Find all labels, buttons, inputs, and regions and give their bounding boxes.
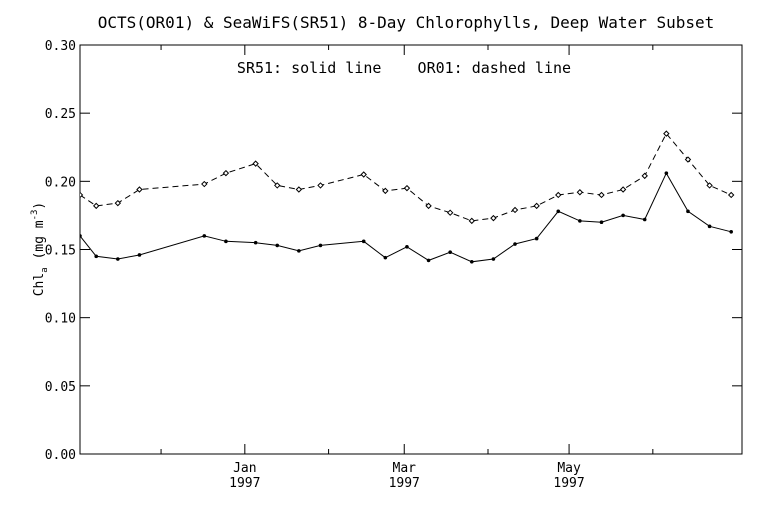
data-point-sr51: [513, 242, 517, 246]
data-point-or01: [576, 189, 584, 196]
data-point-sr51: [383, 255, 388, 260]
data-point-or01: [706, 182, 713, 189]
data-point-or01: [114, 199, 122, 207]
data-point-or01: [468, 217, 476, 225]
data-point-sr51: [116, 257, 120, 261]
data-point-sr51: [664, 171, 669, 175]
x-tick-label-year: 1997: [389, 476, 420, 491]
data-point-sr51: [224, 239, 228, 244]
data-point-or01: [425, 202, 432, 210]
y-tick-label: 0.20: [45, 175, 76, 190]
data-point-sr51: [426, 258, 431, 263]
data-point-sr51: [448, 250, 452, 255]
data-point-sr51: [297, 249, 301, 253]
data-point-sr51: [491, 257, 496, 261]
x-tick-label-year: 1997: [229, 476, 260, 491]
y-tick-label: 0.25: [45, 107, 76, 122]
data-point-sr51: [253, 240, 258, 245]
y-axis-label: Chla (mg m-3): [30, 202, 50, 297]
data-point-or01: [598, 191, 605, 199]
series-sr51: [80, 171, 733, 264]
series-or01: [80, 130, 735, 225]
x-tick-label-month: Mar: [393, 461, 417, 476]
y-axis-label-subscript: a: [40, 267, 50, 272]
data-point-sr51: [729, 229, 733, 234]
data-point-sr51: [318, 243, 323, 248]
data-point-or01: [619, 186, 627, 193]
y-tick-label: 0.00: [45, 448, 76, 463]
data-point-or01: [641, 172, 648, 180]
series-line-or01: [80, 132, 732, 222]
y-tick-label: 0.10: [45, 312, 76, 327]
data-point-or01: [382, 187, 389, 195]
data-point-or01: [295, 186, 303, 193]
chart-title: OCTS(OR01) & SeaWiFS(SR51) 8-Day Chlorop…: [98, 13, 715, 32]
y-axis-label-units-exponent: -3: [30, 210, 40, 221]
data-point-or01: [663, 130, 670, 137]
y-axis-label-units: (mg m: [32, 220, 47, 267]
data-point-sr51: [686, 209, 690, 214]
data-point-sr51: [405, 244, 409, 249]
x-tick-label-month: Jan: [233, 461, 256, 476]
data-point-or01: [93, 202, 100, 210]
data-point-or01: [80, 191, 84, 199]
data-point-sr51: [275, 243, 280, 248]
y-axis-label-units-close: ): [32, 202, 47, 210]
data-point-sr51: [556, 209, 561, 214]
data-point-sr51: [94, 254, 99, 259]
data-point-or01: [684, 156, 692, 163]
data-point-or01: [511, 206, 519, 214]
data-point-sr51: [469, 259, 474, 264]
data-point-or01: [727, 191, 735, 199]
x-tick-label-year: 1997: [553, 476, 584, 491]
data-point-sr51: [202, 234, 207, 238]
data-point-or01: [555, 191, 562, 199]
y-tick-label: 0.05: [45, 380, 76, 395]
data-point-or01: [317, 182, 324, 189]
data-point-or01: [360, 171, 367, 178]
data-point-or01: [403, 184, 411, 192]
data-point-or01: [274, 182, 281, 189]
series-annotation: SR51: solid line OR01: dashed line: [237, 59, 571, 77]
series-line-sr51: [80, 172, 732, 263]
y-tick-label: 0.30: [45, 39, 76, 54]
x-tick-label-month: May: [557, 461, 581, 476]
data-point-or01: [252, 160, 259, 167]
data-point-sr51: [137, 253, 142, 257]
data-point-or01: [136, 186, 143, 193]
data-point-sr51: [534, 236, 539, 241]
data-point-sr51: [361, 239, 366, 244]
y-tick-label: 0.15: [45, 244, 76, 259]
data-point-or01: [490, 214, 497, 222]
data-point-or01: [222, 169, 230, 177]
data-point-sr51: [642, 217, 647, 222]
series-layer: [80, 130, 735, 264]
data-point-sr51: [578, 219, 582, 223]
data-point-sr51: [80, 234, 82, 238]
data-point-or01: [446, 209, 454, 216]
data-point-or01: [533, 202, 540, 210]
y-axis: 0.00 0.05 0.10 0.15 0.20 0.25 0.30: [45, 39, 742, 463]
data-point-or01: [201, 180, 208, 188]
data-point-sr51: [621, 213, 625, 218]
data-point-sr51: [707, 224, 712, 229]
y-axis-label-main: Chl: [32, 273, 47, 296]
data-point-sr51: [599, 220, 604, 225]
